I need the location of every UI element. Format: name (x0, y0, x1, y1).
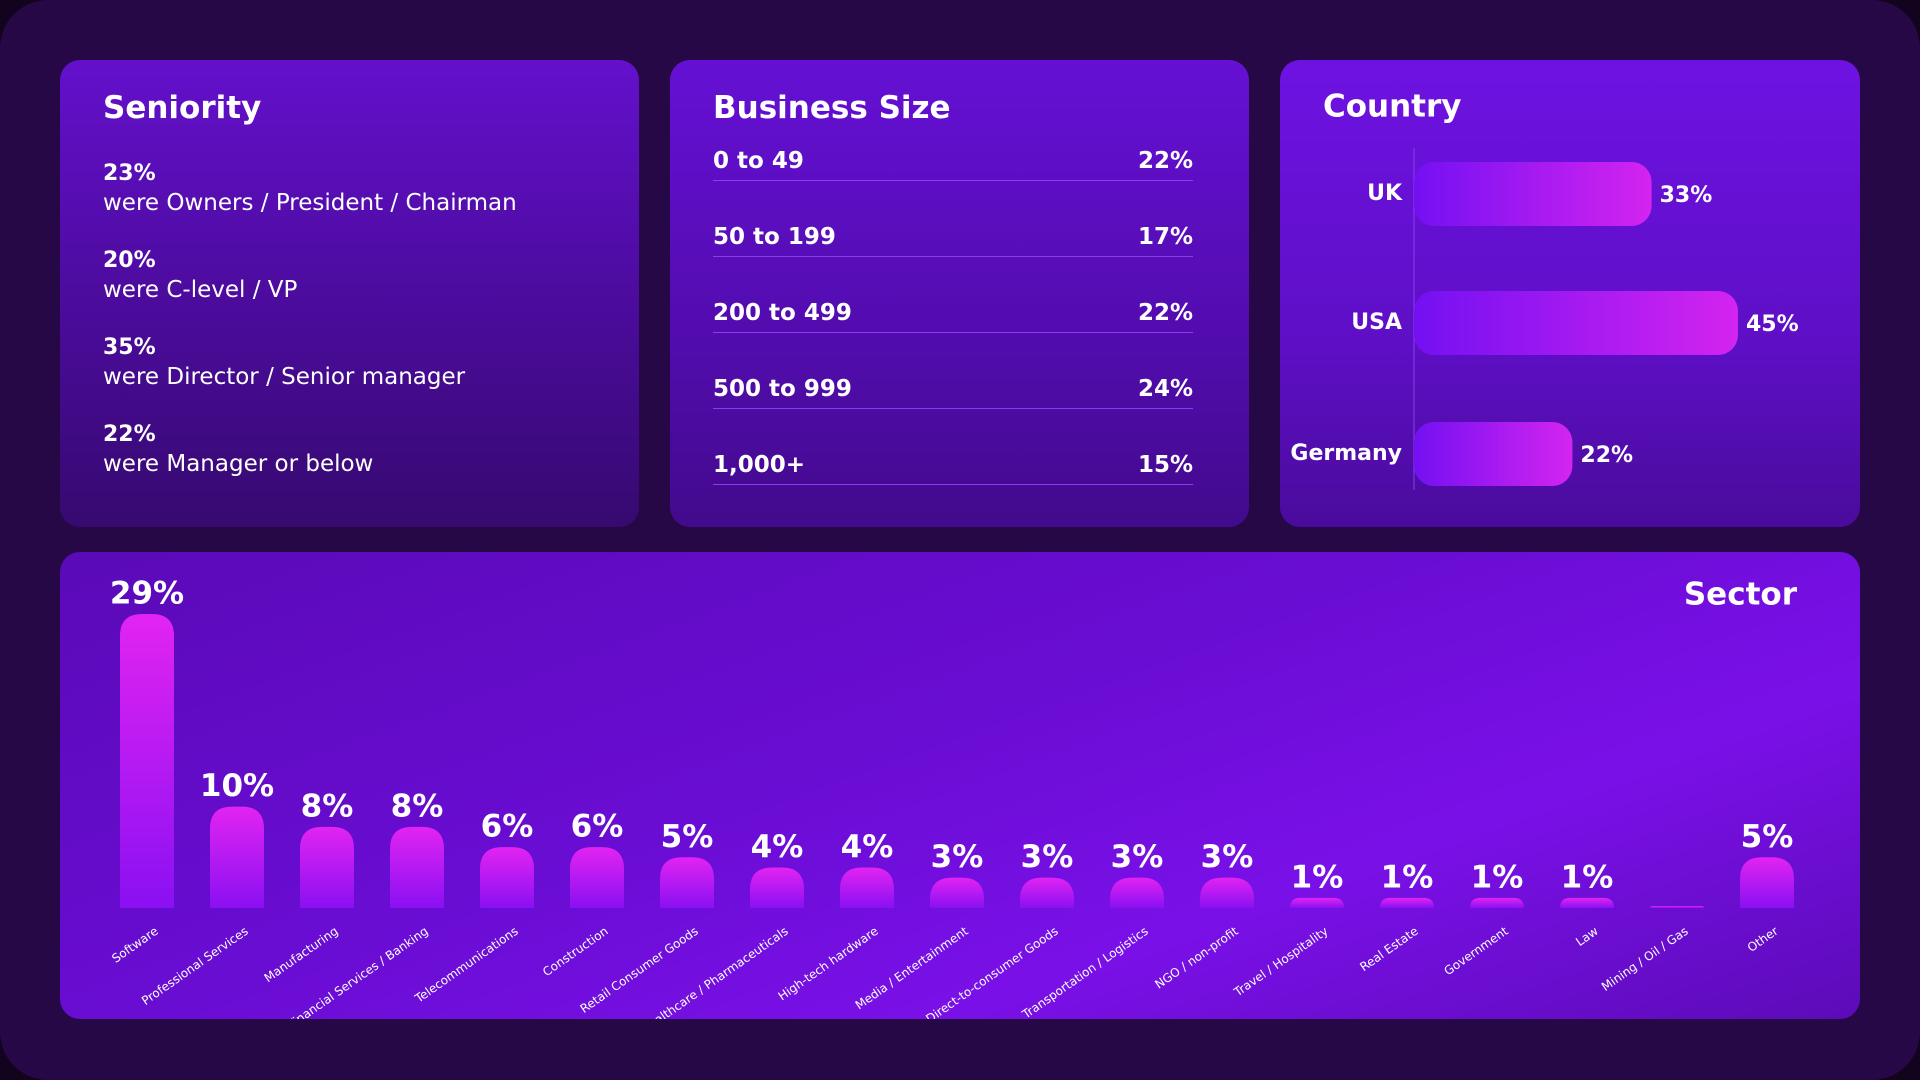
size-label: 1,000+ (713, 452, 806, 478)
x-tick-label: NGO / non-profit (1152, 924, 1241, 992)
value-label: 4% (751, 829, 804, 865)
value-label: 1% (1561, 859, 1614, 895)
seniority-panel: Seniority 23% were Owners / President / C… (60, 60, 639, 527)
x-tick-label: Healthcare / Pharmaceuticals (638, 924, 790, 1019)
size-share: 24% (1137, 376, 1193, 402)
bar (390, 826, 444, 908)
value-label: 1% (1471, 859, 1524, 895)
size-row: 0 to 49 22% (713, 142, 1193, 181)
bar (570, 847, 624, 908)
x-tick-label: Mining / Oil / Gas (1599, 924, 1691, 994)
bar (750, 867, 804, 908)
bar (660, 857, 714, 908)
x-tick-label: Software (109, 924, 160, 966)
value-label: 33% (1660, 183, 1713, 208)
size-label: 200 to 499 (713, 300, 852, 326)
x-tick-label: Financial Services / Banking (286, 924, 431, 1019)
size-share: 17% (1137, 224, 1193, 250)
bar (840, 867, 894, 908)
bar (1020, 877, 1074, 908)
value-label: 3% (931, 839, 984, 875)
share: 35% (103, 335, 156, 360)
bar (300, 826, 354, 908)
share: 22% (103, 422, 156, 447)
size-share: 22% (1137, 300, 1193, 326)
value-label: 3% (1021, 839, 1074, 875)
bar (930, 877, 984, 908)
value-label: 6% (571, 809, 624, 845)
size-row: 500 to 999 24% (713, 370, 1193, 409)
seniority-item: 22% were Manager or below (103, 421, 373, 479)
bar (1414, 162, 1652, 226)
value-label: 5% (661, 819, 714, 855)
size-row: 200 to 499 22% (713, 294, 1193, 333)
bar (1414, 291, 1738, 355)
sector-panel: Sector 29% Software 10% Professional Servic… (60, 552, 1860, 1019)
panel-title: Business Size (713, 90, 951, 126)
size-share: 15% (1137, 452, 1193, 478)
bar (1470, 897, 1524, 908)
chart-title: Sector (1684, 577, 1798, 613)
size-row: 1,000+ 15% (713, 446, 1193, 485)
x-tick-label: Construction (540, 924, 611, 979)
bar (1290, 897, 1344, 908)
business-size-panel: Business Size 0 to 49 22% 50 to 199 17% 200 … (670, 60, 1249, 527)
value-label: 8% (391, 788, 444, 824)
x-tick-label: Manufacturing (262, 924, 341, 985)
x-tick-label: Law (1573, 924, 1601, 949)
bar (1560, 897, 1614, 908)
bar (1200, 877, 1254, 908)
label: were Director / Senior manager (103, 364, 466, 390)
size-share: 22% (1137, 148, 1193, 174)
category-label: USA (1351, 310, 1402, 335)
value-label: 5% (1741, 819, 1794, 855)
category-label: UK (1367, 181, 1403, 206)
bar (480, 847, 534, 908)
value-label: 1% (1291, 859, 1344, 895)
country-chart: Country UK 33% USA 45% Germany 22% (1290, 89, 1799, 490)
bar (1650, 906, 1704, 908)
chart-title: Country (1323, 89, 1462, 125)
x-tick-label: Government (1441, 924, 1511, 979)
country-panel: Country UK 33% USA 45% Germany 22% (1280, 60, 1860, 527)
bar (1380, 897, 1434, 908)
value-label: 1% (1381, 859, 1434, 895)
size-label: 500 to 999 (713, 376, 852, 402)
value-label: 22% (1580, 443, 1633, 468)
share: 23% (103, 161, 156, 186)
share: 20% (103, 248, 156, 273)
bar (1414, 422, 1573, 486)
value-label: 3% (1201, 839, 1254, 875)
label: were Manager or below (103, 451, 374, 477)
value-label: 29% (110, 576, 184, 612)
size-label: 50 to 199 (713, 224, 836, 250)
value-label: 45% (1746, 312, 1799, 337)
x-tick-label: Other (1745, 924, 1781, 955)
x-tick-label: Real Estate (1357, 924, 1420, 974)
size-label: 0 to 49 (713, 148, 804, 174)
bar (120, 614, 174, 908)
value-label: 10% (200, 768, 274, 804)
bar (1110, 877, 1164, 908)
value-label: 8% (301, 788, 354, 824)
bar (210, 806, 264, 908)
seniority-item: 23% were Owners / President / Chairman (103, 160, 517, 218)
label: were C-level / VP (103, 277, 298, 303)
value-label: 3% (1111, 839, 1164, 875)
bar (1740, 857, 1794, 908)
value-label: 4% (841, 829, 894, 865)
size-row: 50 to 199 17% (713, 218, 1193, 257)
seniority-item: 20% were C-level / VP (103, 247, 297, 305)
x-tick-label: Travel / Hospitality (1231, 924, 1331, 1000)
category-label: Germany (1290, 441, 1402, 466)
value-label: 6% (481, 809, 534, 845)
label: were Owners / President / Chairman (103, 190, 517, 216)
panel-title: Seniority (103, 90, 262, 126)
seniority-item: 35% were Director / Senior manager (103, 334, 465, 392)
